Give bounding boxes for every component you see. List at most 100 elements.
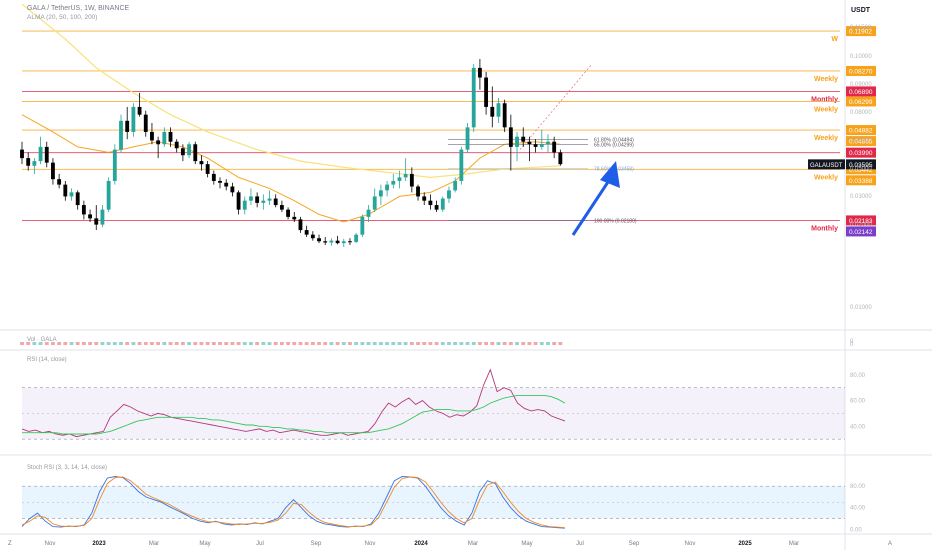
volume-bar <box>552 342 557 345</box>
volume-bar <box>397 342 402 345</box>
volume-bar <box>323 342 328 345</box>
candle-body <box>422 196 427 201</box>
candle-body <box>471 67 476 128</box>
volume-bar <box>317 342 321 345</box>
volume-bar <box>255 342 260 345</box>
symbol-title[interactable]: GALA / TetherUS, 1W, BINANCE <box>27 5 130 12</box>
volume-bar <box>310 342 315 345</box>
candle-body <box>341 241 346 244</box>
last-price-tag-text: 0.03595 <box>849 162 873 169</box>
candle-body <box>279 205 284 210</box>
fib-label: 65.00% (0.04299) <box>594 142 634 148</box>
volume-bar <box>180 342 185 345</box>
candle-body <box>385 184 390 191</box>
oscillator-tick-label: 80.00 <box>850 484 866 490</box>
volume-bar <box>329 342 334 345</box>
volume-bar <box>106 342 111 345</box>
candle-body <box>26 158 31 166</box>
time-axis-label: Sep <box>629 541 640 547</box>
candle-body <box>261 200 266 203</box>
volume-bar <box>298 342 303 345</box>
candle-body <box>193 144 198 162</box>
candle-body <box>490 106 495 117</box>
price-tick-label: 0.03000 <box>850 194 872 200</box>
axis-corner-left[interactable]: Z <box>8 541 12 547</box>
candle-body <box>391 180 396 185</box>
volume-bar <box>558 342 563 345</box>
candle-body <box>236 192 241 210</box>
candle-body <box>496 103 501 117</box>
volume-bar <box>527 342 532 345</box>
level-price-tag <box>846 26 876 37</box>
volume-bar <box>69 342 74 345</box>
candle-body <box>354 234 359 242</box>
level-label: Weekly <box>814 174 838 181</box>
volume-bar <box>236 342 241 345</box>
volume-bar <box>422 342 427 345</box>
axis-corner-right[interactable]: A <box>888 541 892 547</box>
candle-body <box>38 146 43 162</box>
volume-bar <box>440 342 445 345</box>
level-price-tag <box>846 215 876 226</box>
candle-body <box>131 106 136 132</box>
price-tick-label: 0.09000 <box>850 82 872 88</box>
level-price-tag <box>846 65 876 76</box>
candle-body <box>224 182 229 187</box>
rsi-pane-title[interactable]: RSI (14, close) <box>27 357 67 363</box>
time-axis-label: Mar <box>789 541 799 547</box>
time-axis-label: 2023 <box>92 541 106 547</box>
stoch-pane-title[interactable]: Stoch RSI (3, 3, 14, 14, close) <box>27 465 107 471</box>
volume-bar <box>267 342 272 345</box>
oscillator-tick-label: 80.00 <box>850 373 866 379</box>
candle-body <box>57 179 62 185</box>
level-price-tag-text: 0.03990 <box>849 150 873 157</box>
volume-bar <box>434 342 439 345</box>
level-label: Monthly <box>811 96 838 103</box>
volume-bar <box>348 342 352 345</box>
stoch-series-line <box>21 476 566 529</box>
candle-body <box>521 136 526 142</box>
volume-bar <box>162 342 167 345</box>
currency-label[interactable]: USDT <box>851 7 871 14</box>
candle-body <box>416 186 420 197</box>
volume-bar <box>341 342 346 345</box>
candle-body <box>533 144 538 147</box>
candle-body <box>242 200 247 210</box>
time-axis-label: Nov <box>45 541 56 547</box>
level-price-tag <box>846 96 876 107</box>
level-price-tag <box>846 175 876 186</box>
last-price-tag <box>846 159 876 170</box>
candle-body <box>360 216 365 235</box>
volume-bar <box>211 342 216 345</box>
volume-bar <box>38 342 43 345</box>
volume-bar <box>249 342 253 345</box>
candle-body <box>267 198 272 201</box>
volume-bar <box>403 342 408 345</box>
level-label: Weekly <box>814 106 838 113</box>
volume-bar <box>119 342 123 345</box>
candle-body <box>409 173 414 187</box>
oscillator-tick-label: 60.00 <box>850 399 866 405</box>
volume-bar <box>539 342 544 345</box>
candle-body <box>230 186 235 193</box>
candle-body <box>453 180 458 191</box>
candle-body <box>552 141 557 153</box>
time-axis-label: Mar <box>149 541 159 547</box>
indicator-title[interactable]: ALMA (20, 50, 100, 200) <box>27 14 97 21</box>
volume-bar <box>242 342 247 345</box>
candle-body <box>508 127 513 147</box>
volume-bar <box>391 342 396 345</box>
candle-body <box>286 209 291 217</box>
oscillator-tick-label: 0.00 <box>850 527 862 533</box>
candle-body <box>440 198 445 210</box>
volume-bar <box>32 342 37 345</box>
candle-body <box>292 216 297 220</box>
price-tick-label: 0.11500 <box>850 25 872 31</box>
ticker-tag-text: GALAUSDT <box>810 163 843 169</box>
volume-axis-label: 0 <box>850 342 854 348</box>
candle-body <box>143 114 148 132</box>
projection-arrow <box>571 161 620 236</box>
candle-body <box>502 103 507 128</box>
rsi-pane: 80.00 60.00 40.00 <box>21 368 866 440</box>
